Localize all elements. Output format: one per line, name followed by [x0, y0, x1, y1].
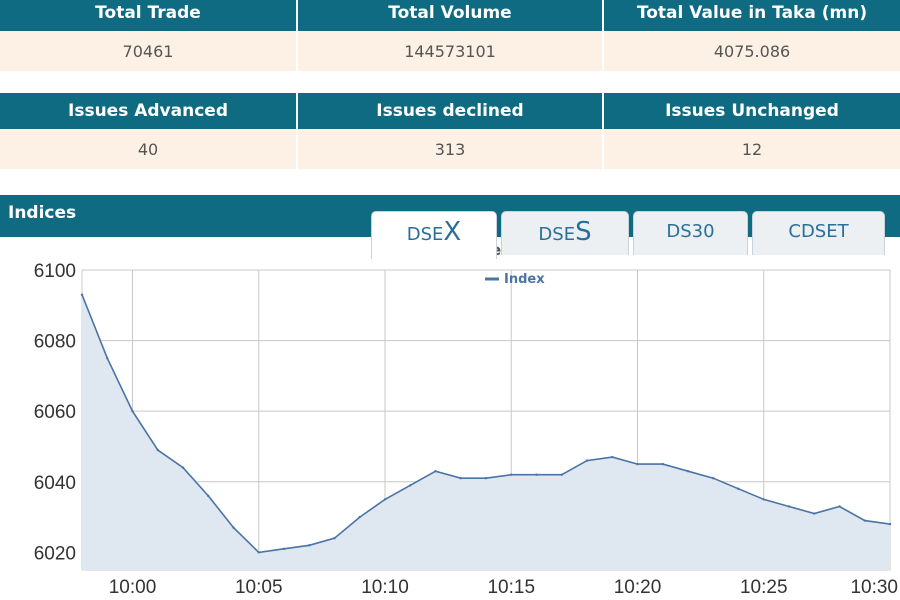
data-point: [282, 547, 286, 551]
data-point: [257, 551, 260, 554]
data-point: [813, 512, 816, 515]
issues-declined-value: 313: [298, 129, 604, 169]
x-tick-label: 10:20: [614, 577, 662, 598]
x-tick-label: 10:05: [235, 577, 283, 598]
tab-dses-suffix: S: [575, 217, 592, 247]
x-tick-label: 10:00: [109, 577, 157, 598]
y-tick-label: 6080: [34, 332, 76, 353]
total-trade-header: Total Trade: [0, 0, 298, 31]
legend-label: Index: [504, 272, 545, 287]
issues-table: Issues Advanced Issues declined Issues U…: [0, 93, 900, 169]
tab-dses-prefix: DSE: [538, 224, 576, 245]
data-point: [308, 544, 311, 547]
data-point: [535, 473, 538, 476]
chart-panel: 6020 6040 6060 6080 6100 10:00 10:05 10:10 10:15…: [0, 237, 900, 600]
data-point: [560, 473, 563, 476]
summary-header-row: Total Trade Total Volume Total Value in …: [0, 0, 900, 31]
data-point: [863, 519, 866, 522]
data-point: [585, 459, 589, 462]
data-point: [409, 484, 412, 487]
data-point: [510, 473, 513, 476]
tab-ds30-label: DS30: [666, 221, 715, 242]
x-tick-label: 10:30: [850, 577, 898, 598]
data-point: [156, 448, 159, 452]
total-volume-header: Total Volume: [298, 0, 604, 31]
x-tick-label: 10:15: [487, 577, 535, 598]
series-area: [82, 294, 890, 570]
data-point: [207, 494, 210, 498]
tab-dses[interactable]: DSES: [501, 211, 629, 255]
data-point: [358, 515, 361, 519]
data-point: [611, 455, 614, 459]
issues-header-row: Issues Advanced Issues declined Issues U…: [0, 93, 900, 129]
tab-ds30[interactable]: DS30: [633, 211, 748, 255]
summary-value-row: 70461 144573101 4075.086: [0, 31, 900, 71]
tab-dsex[interactable]: DSEX: [371, 211, 497, 259]
data-point: [737, 487, 740, 491]
total-volume-value: 144573101: [298, 31, 604, 71]
data-point: [636, 462, 639, 466]
y-tick-label: 6060: [34, 402, 76, 423]
issues-unchanged-header: Issues Unchanged: [604, 93, 900, 129]
data-point: [434, 469, 437, 473]
data-point: [383, 498, 387, 501]
y-tick-label: 6020: [34, 543, 76, 564]
data-point: [80, 293, 84, 296]
issues-unchanged-value: 12: [604, 129, 900, 169]
data-point: [333, 537, 336, 540]
tab-cdset[interactable]: CDSET: [752, 211, 885, 255]
data-point: [762, 498, 765, 501]
total-trade-value: 70461: [0, 31, 298, 71]
issues-value-row: 40 313 12: [0, 129, 900, 169]
issues-declined-header: Issues declined: [298, 93, 604, 129]
data-point: [686, 469, 690, 473]
y-tick-label: 6040: [34, 473, 76, 494]
issues-advanced-header: Issues Advanced: [0, 93, 298, 129]
tab-cdset-label: CDSET: [788, 221, 849, 242]
x-tick-label: 10:10: [361, 577, 409, 598]
data-point: [838, 505, 841, 508]
data-point: [131, 409, 134, 413]
data-point: [661, 462, 664, 466]
indices-title: Indices: [8, 203, 77, 223]
data-point: [712, 477, 715, 480]
data-point: [106, 357, 109, 360]
data-point: [459, 477, 462, 480]
issues-advanced-value: 40: [0, 129, 298, 169]
total-value-value: 4075.086: [604, 31, 900, 71]
tab-dsex-prefix: DSE: [406, 224, 444, 245]
summary-table: Total Trade Total Volume Total Value in …: [0, 0, 900, 71]
data-point: [232, 526, 235, 529]
y-tick-label: 6100: [34, 261, 76, 282]
data-point: [181, 466, 185, 469]
data-point: [787, 505, 791, 508]
x-tick-label: 10:25: [740, 577, 788, 598]
data-point: [484, 477, 488, 480]
tab-dsex-suffix: X: [443, 217, 462, 247]
total-value-header: Total Value in Taka (mn): [604, 0, 900, 31]
index-chart: 6020 6040 6060 6080 6100 10:00 10:05 10:10 10:15…: [34, 241, 898, 598]
data-point: [888, 522, 892, 526]
